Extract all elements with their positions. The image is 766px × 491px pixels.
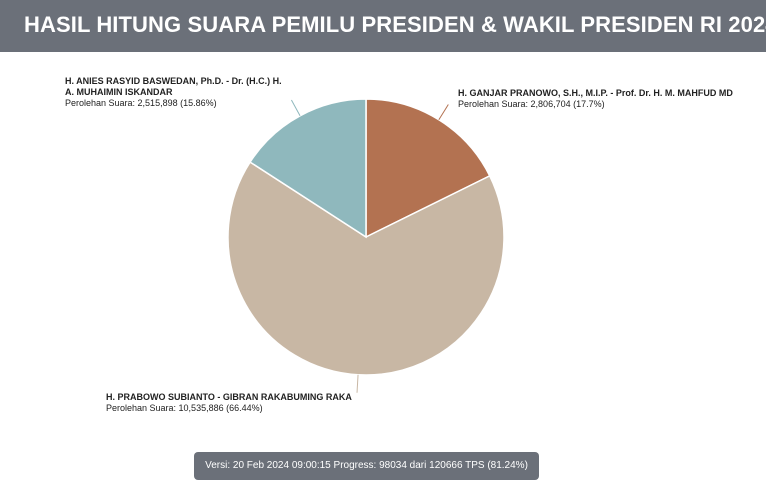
connector-prabowo bbox=[356, 374, 359, 393]
connector-anies bbox=[290, 99, 301, 117]
version-progress-status: Versi: 20 Feb 2024 09:00:15 Progress: 98… bbox=[194, 452, 539, 480]
slice-label-anies-votes: Perolehan Suara: 2,515,898 (15.86%) bbox=[65, 98, 217, 108]
pie-slices bbox=[227, 98, 505, 376]
slice-label-ganjar: H. GANJAR PRANOWO, S.H., M.I.P. - Prof. … bbox=[458, 88, 733, 110]
connector-ganjar bbox=[438, 104, 449, 121]
pie-slice-prabowo[interactable] bbox=[227, 161, 505, 376]
slice-label-ganjar-votes: Perolehan Suara: 2,806,704 (17.7%) bbox=[458, 99, 605, 109]
slice-label-prabowo-name: H. PRABOWO SUBIANTO - GIBRAN RAKABUMING … bbox=[106, 392, 352, 402]
pie-slice-anies[interactable] bbox=[249, 98, 367, 239]
slice-label-anies: H. ANIES RASYID BASWEDAN, Ph.D. - Dr. (H… bbox=[65, 76, 282, 109]
slice-label-anies-name-line2: A. MUHAIMIN ISKANDAR bbox=[65, 87, 173, 97]
pie-slice-ganjar[interactable] bbox=[365, 98, 491, 239]
slice-label-ganjar-name: H. GANJAR PRANOWO, S.H., M.I.P. - Prof. … bbox=[458, 88, 733, 98]
slice-label-prabowo: H. PRABOWO SUBIANTO - GIBRAN RAKABUMING … bbox=[106, 392, 352, 414]
pie-connectors bbox=[290, 99, 449, 393]
page-title: HASIL HITUNG SUARA PEMILU PRESIDEN & WAK… bbox=[0, 0, 766, 52]
slice-label-anies-name-line1: H. ANIES RASYID BASWEDAN, Ph.D. - Dr. (H… bbox=[65, 76, 282, 86]
slice-label-prabowo-votes: Perolehan Suara: 10,535,886 (66.44%) bbox=[106, 403, 263, 413]
